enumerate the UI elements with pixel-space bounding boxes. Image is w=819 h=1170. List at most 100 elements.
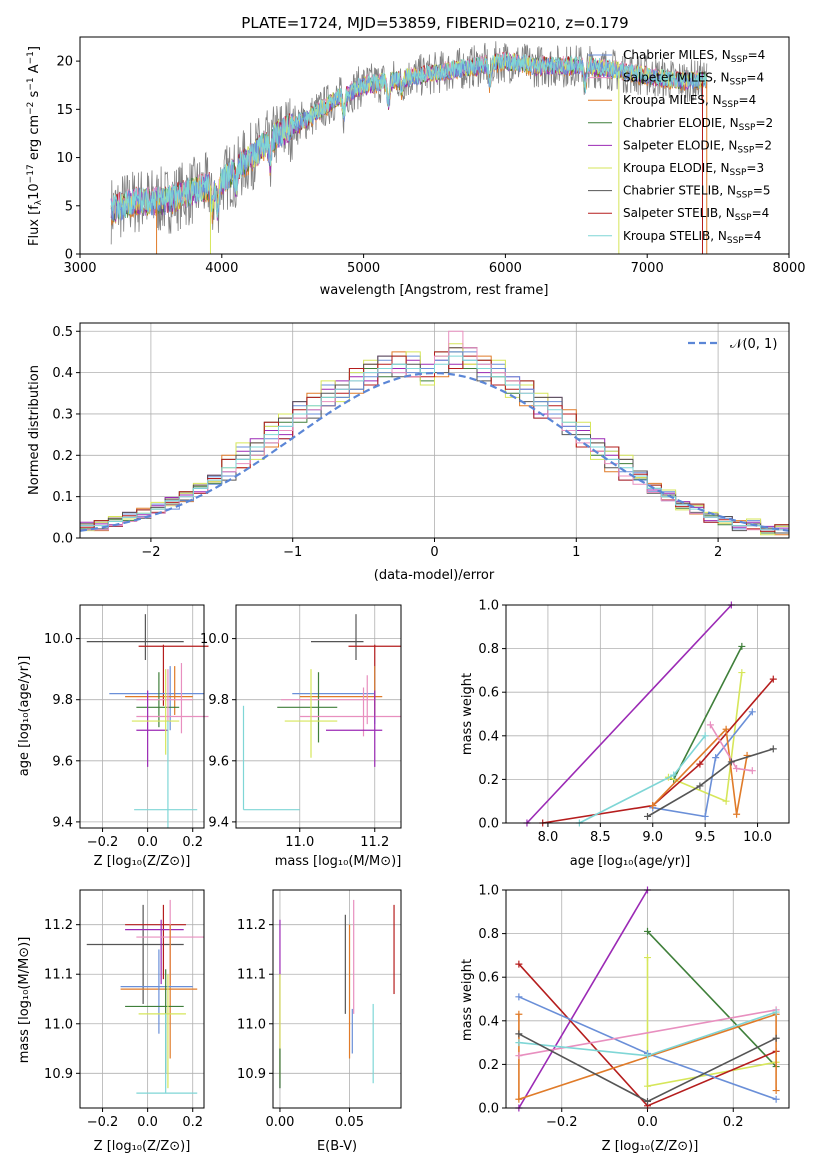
data-point-marker (701, 732, 709, 740)
y-tick-label: 1.0 (478, 599, 499, 614)
y-tick-label: 0.8 (478, 642, 499, 657)
data-point-marker (733, 810, 741, 818)
mass-vs-z-panel: −0.2 0.0 0.2 10.9 11.0 11.1 11.2 Z [log₁₀(Z/Z⊙)… (17, 889, 205, 1154)
series-line (672, 646, 743, 780)
axes-frame (235, 604, 402, 829)
y-tick-label: 0.5 (52, 325, 73, 340)
y-tick-label: 0.4 (52, 366, 73, 381)
x-tick-label: −0.2 (546, 1115, 578, 1130)
y-tick-label: 10.9 (44, 1067, 73, 1082)
y-axis-label: age [log₁₀(age/yr)] (17, 656, 32, 777)
y-tick-label: 0.3 (52, 407, 73, 422)
spectrum-lines (110, 41, 708, 254)
data-point-marker (727, 758, 735, 766)
data-point-marker (733, 765, 741, 772)
series-line (526, 604, 732, 824)
y-tick-label: 11.1 (44, 968, 73, 983)
spectrum-panel: 3000 4000 5000 6000 7000 8000 0 5 10 15 20 Chabrier… (26, 36, 806, 298)
data-point-marker (722, 797, 730, 805)
x-tick-label: −2 (141, 545, 160, 560)
series-line (652, 711, 753, 818)
y-tick-label: 0.2 (478, 1058, 499, 1073)
gaussian-curve (80, 371, 789, 532)
y-tick-label: 10.9 (237, 1067, 266, 1082)
y-tick-label: 0.6 (478, 686, 499, 701)
x-tick-label: 0.0 (137, 1115, 158, 1130)
y-axis-label: mass weight (460, 673, 475, 755)
data-point-marker (644, 812, 651, 820)
data-point-marker (515, 1039, 523, 1047)
data-point-marker (644, 1052, 651, 1060)
mass-vs-ebv-panel: 0.00 0.05 10.9 11.0 11.1 11.2 E(B-V) (237, 889, 402, 1154)
y-tick-label: 0.2 (478, 773, 499, 788)
axes-frame (272, 889, 402, 1109)
x-axis-label: mass [log₁₀(M/M⊙)] (275, 854, 402, 869)
x-tick-label: 10.0 (743, 830, 772, 845)
axes-frame (505, 604, 790, 824)
data-point-marker (772, 1095, 780, 1103)
legend-entry: 𝒩(0, 1) (730, 337, 777, 352)
data-point-marker (722, 725, 730, 733)
y-axis-label: mass weight (460, 959, 475, 1041)
residual-histogram-panel: −2 −1 0 1 2 0.0 0.1 0.2 0.3 0.4 0.5 𝒩(0, 1) (data-mo… (27, 322, 790, 583)
x-tick-label: 0.2 (182, 1115, 203, 1130)
x-tick-label: 7000 (631, 261, 664, 276)
y-tick-label: 0.1 (52, 490, 73, 505)
y-tick-label: 11.2 (44, 918, 73, 933)
data-point-marker (515, 1010, 523, 1018)
axes-frame (505, 889, 790, 1109)
x-tick-label: 0.00 (265, 1115, 294, 1130)
data-point-marker (769, 675, 777, 683)
axes-frame (79, 604, 205, 829)
y-tick-label: 9.8 (52, 693, 73, 708)
x-axis-label: wavelength [Angstrom, rest frame] (320, 283, 549, 298)
data-point-marker (515, 960, 523, 968)
y-tick-label: 0.0 (52, 532, 73, 547)
data-point-marker (712, 754, 720, 762)
x-tick-label: 11.2 (360, 835, 389, 850)
data-point-marker (738, 669, 746, 677)
x-tick-label: 0.0 (637, 1115, 658, 1130)
x-axis-label: Z [log₁₀(Z/Z⊙)] (94, 854, 191, 869)
data-point-marker (670, 771, 678, 779)
data-point-marker (644, 954, 651, 962)
y-axis-label: Flux [fλ10−17 erg cm−2 s−1 A−1] (26, 46, 44, 246)
data-point-marker (515, 1030, 523, 1038)
legend-entry: Kroupa STELIB, NSSP=4 (623, 229, 761, 246)
x-axis-label: age [log₁₀(age/yr)] (570, 854, 691, 869)
legend-entry: Salpeter STELIB, NSSP=4 (623, 206, 769, 223)
y-tick-label: 11.0 (237, 1017, 266, 1032)
x-tick-label: 6000 (489, 261, 522, 276)
x-tick-label: 8.0 (538, 830, 559, 845)
data-point-marker (772, 1008, 780, 1016)
y-tick-label: 0.4 (478, 729, 499, 744)
data-point-marker (515, 993, 523, 1001)
x-tick-label: 0.05 (335, 1115, 364, 1130)
age-vs-mass-panel: 11.0 11.2 9.4 9.6 9.8 10.0 mass [log₁₀(M/M⊙)] (200, 604, 402, 869)
x-axis-label: (data-model)/error (374, 568, 495, 583)
y-axis-label: Normed distribution (27, 365, 42, 495)
data-point-marker (649, 802, 657, 810)
y-tick-label: 9.8 (208, 693, 229, 708)
y-tick-label: 9.4 (208, 815, 229, 830)
histogram-series (80, 343, 789, 536)
y-tick-label: 9.4 (52, 815, 73, 830)
massweight-vs-age-panel: 8.0 8.5 9.0 9.5 10.0 0.0 0.2 0.4 0.6 0.8 1.0 age [l… (460, 599, 790, 869)
axes-frame (79, 889, 205, 1109)
x-tick-label: 5000 (347, 261, 380, 276)
series-line (652, 727, 748, 815)
y-tick-label: 15 (56, 103, 73, 118)
x-tick-label: 0.0 (137, 835, 158, 850)
x-tick-label: −1 (283, 545, 302, 560)
y-tick-label: 11.1 (237, 968, 266, 983)
legend-entry: Salpeter MILES, NSSP=4 (623, 71, 764, 88)
x-tick-label: 8000 (772, 261, 805, 276)
y-tick-label: 20 (56, 55, 73, 70)
y-tick-label: 0.0 (478, 817, 499, 832)
x-tick-label: −0.2 (87, 835, 119, 850)
y-tick-label: 0.2 (52, 449, 73, 464)
data-point-marker (748, 708, 756, 716)
y-tick-label: 0.4 (478, 1014, 499, 1029)
data-point-marker (701, 812, 709, 820)
data-point-marker (706, 721, 714, 729)
